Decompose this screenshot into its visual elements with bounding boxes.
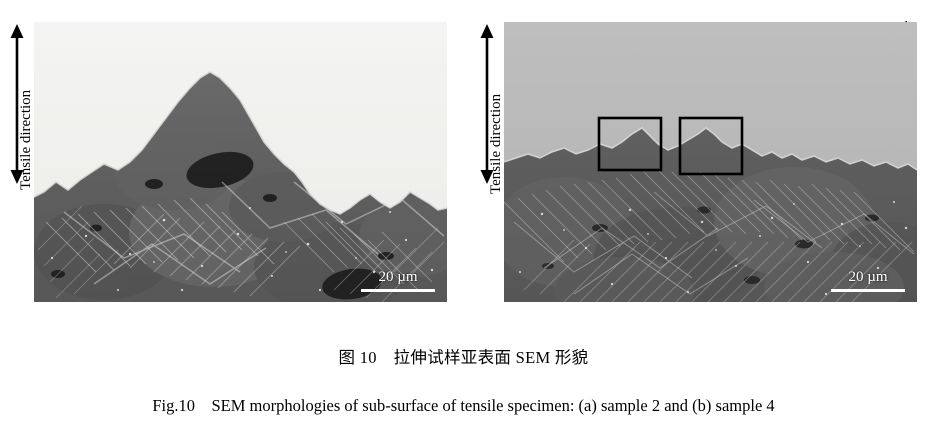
tensile-direction-label-a: Tensile direction — [18, 89, 34, 190]
micrograph-image-a — [34, 22, 447, 302]
tensile-direction-indicator-a: Tensile direction — [0, 22, 40, 302]
figure-panel-a: a Tensile direction — [0, 20, 447, 302]
double-arrow-icon — [480, 24, 494, 184]
figure-caption-english: Fig.10 SEM morphologies of sub-surface o… — [152, 396, 775, 415]
scale-bar-a: 20 µm — [361, 269, 435, 292]
highlight-box-1 — [597, 116, 663, 172]
figure-block: a Tensile direction — [0, 20, 917, 302]
micrograph-image-b — [504, 22, 917, 302]
scale-bar-b: 20 µm — [831, 269, 905, 292]
tensile-direction-label-b: Tensile direction — [488, 93, 504, 194]
figure-caption-chinese: 图 10 拉伸试样亚表面 SEM 形貌 — [338, 348, 589, 367]
scale-bar-label-b: 20 µm — [848, 269, 888, 285]
scale-bar-label-a: 20 µm — [378, 269, 418, 285]
double-arrow-icon — [10, 24, 24, 184]
scale-bar-line-b — [831, 289, 905, 292]
highlight-box-2 — [678, 116, 744, 176]
tensile-direction-indicator-b: Tensile direction — [470, 22, 510, 302]
figure-panel-b: b Tensile direction — [470, 20, 917, 302]
scale-bar-line-a — [361, 289, 435, 292]
